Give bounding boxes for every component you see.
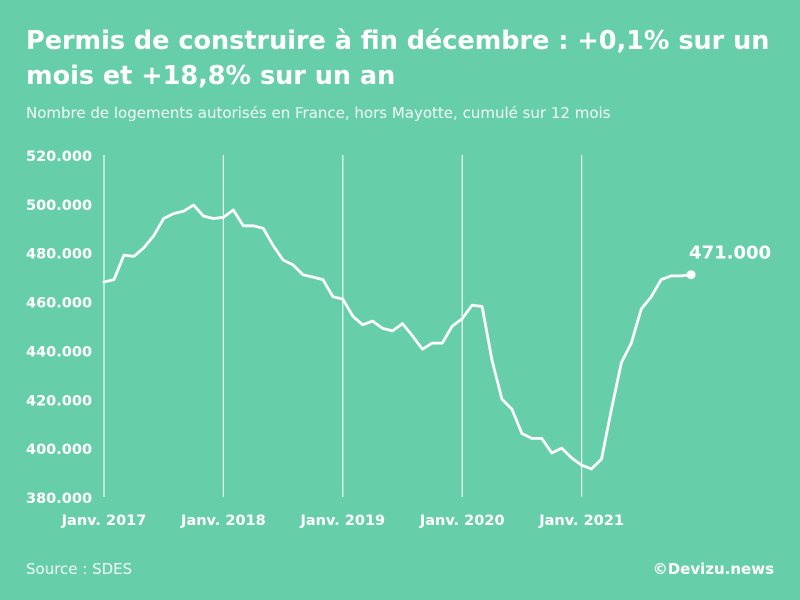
chart-title: Permis de construire à fin décembre : +0…	[26, 26, 770, 91]
annotations: 471.000	[686, 243, 771, 280]
x-tick-label: Janv. 2021	[538, 513, 624, 529]
source-note: Source : SDES	[26, 560, 133, 578]
y-tick-label: 440.000	[26, 344, 92, 360]
y-tick-label: 380.000	[26, 491, 92, 507]
series-layer	[102, 203, 693, 471]
gridlines	[103, 155, 583, 497]
y-tick-label: 500.000	[26, 198, 92, 214]
credit-logo: ©Devizu.news	[652, 560, 774, 578]
end-value-label: 471.000	[689, 243, 771, 264]
x-tick-label: Janv. 2018	[180, 513, 266, 529]
series-line	[102, 203, 693, 471]
y-tick-label: 480.000	[26, 247, 92, 263]
y-tick-label: 420.000	[26, 393, 92, 409]
chart-subtitle: Nombre de logements autorisés en France,…	[26, 104, 611, 122]
x-axis-ticks: Janv. 2017 Janv. 2018 Janv. 2019 Janv. 2020…	[61, 513, 624, 529]
y-tick-label: 460.000	[26, 296, 92, 312]
x-tick-label: Janv. 2017	[61, 513, 147, 529]
y-tick-label: 400.000	[26, 442, 92, 458]
end-point-marker	[686, 270, 696, 280]
y-axis-ticks: 380.000 400.000 420.000 440.000 460.000 480.0…	[26, 149, 92, 507]
x-tick-label: Janv. 2019	[299, 513, 385, 529]
y-tick-label: 520.000	[26, 149, 92, 165]
x-tick-label: Janv. 2020	[419, 513, 505, 529]
